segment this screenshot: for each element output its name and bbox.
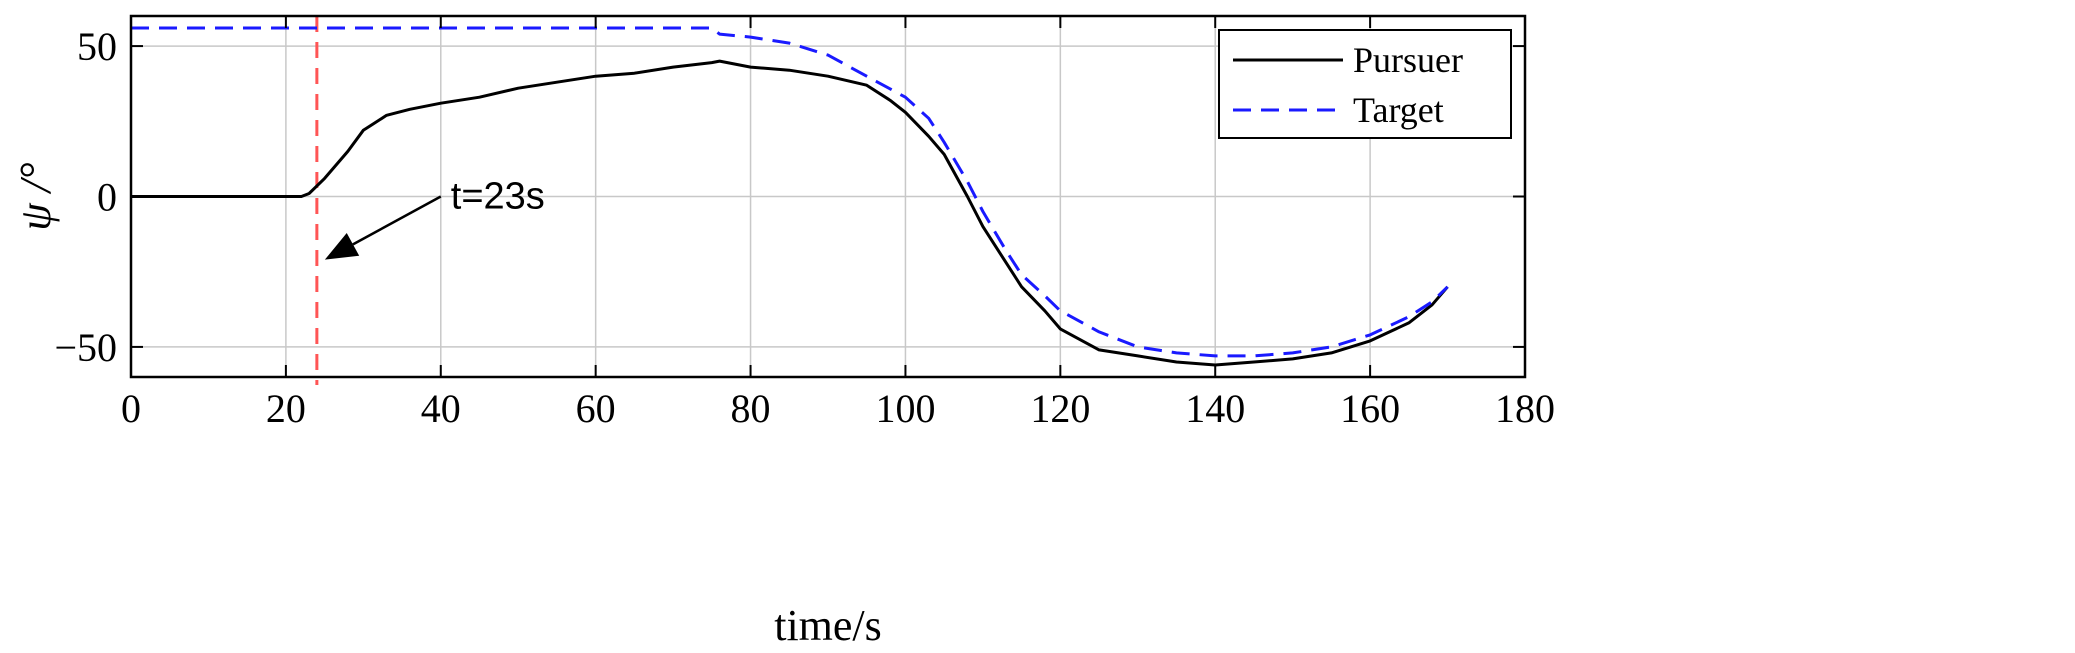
annotation: t=23s — [324, 176, 545, 260]
annotation-arrowhead — [324, 232, 360, 260]
annotation-label: t=23s — [451, 176, 545, 218]
series-line-pursuer — [131, 59, 1449, 367]
legend-label-target: Target — [1353, 90, 1444, 130]
x-tick-label: 180 — [1495, 386, 1555, 431]
x-tick-label: 100 — [875, 386, 935, 431]
x-tick-label: 0 — [121, 386, 141, 431]
annotation-arrow — [352, 195, 442, 246]
legend: Pursuer Target — [1218, 29, 1512, 139]
series-layer — [131, 26, 1449, 367]
x-tick-label: 140 — [1185, 386, 1245, 431]
series-line-target — [131, 26, 1449, 358]
y-axis-title: ψ /° — [11, 162, 60, 230]
x-tick-label: 20 — [266, 386, 306, 431]
legend-label-pursuer: Pursuer — [1353, 40, 1463, 80]
x-tick-label: 40 — [421, 386, 461, 431]
x-tick-label: 80 — [731, 386, 771, 431]
x-tick-label: 120 — [1030, 386, 1090, 431]
x-tick-label: 60 — [576, 386, 616, 431]
y-tick-labels: −50 0 50 — [54, 24, 117, 370]
x-tick-label: 160 — [1340, 386, 1400, 431]
ticks — [130, 16, 1526, 377]
x-tick-labels: 0 20 40 60 80 100 120 140 160 180 — [121, 386, 1555, 431]
y-tick-label: −50 — [54, 325, 117, 370]
y-tick-label: 0 — [97, 175, 117, 220]
y-tick-label: 50 — [77, 24, 117, 69]
legend-box — [1218, 29, 1512, 139]
x-axis-title: time/s — [774, 601, 882, 650]
